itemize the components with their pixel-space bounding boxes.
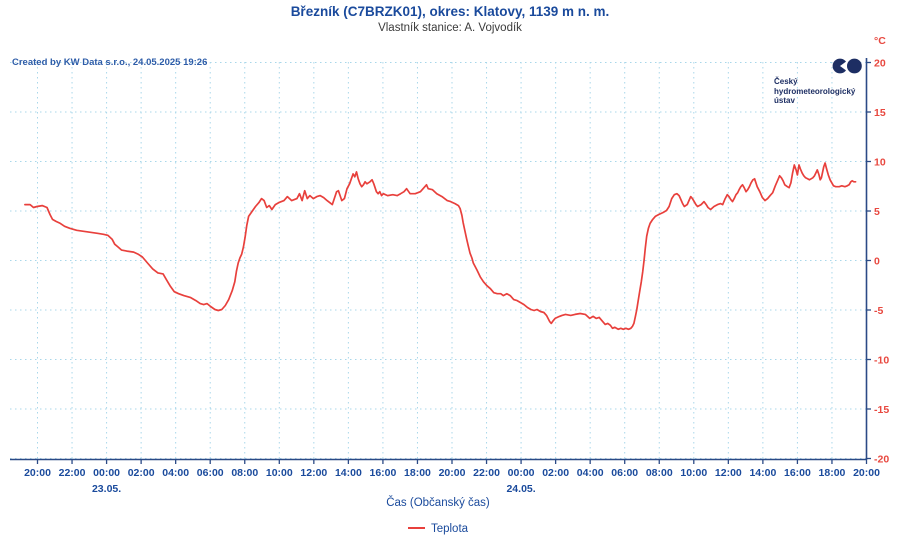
x-tick-label: 04:00: [162, 467, 189, 479]
chmi-logo-text-line3: ústav: [774, 96, 795, 105]
x-tick-label: 20:00: [439, 467, 466, 479]
x-tick-label: 16:00: [369, 467, 396, 479]
y-tick-label: -15: [874, 404, 889, 416]
x-tick-label: 06:00: [611, 467, 638, 479]
x-tick-label: 12:00: [715, 467, 742, 479]
y-tick-label: 0: [874, 255, 880, 267]
legend-line-sample: [407, 526, 425, 529]
x-tick-label: 02:00: [128, 467, 155, 479]
x-tick-label: 16:00: [784, 467, 811, 479]
x-tick-label: 00:00: [93, 467, 120, 479]
y-tick-label: -10: [874, 354, 889, 366]
x-date-label: 24.05.: [506, 483, 535, 495]
x-tick-label: 22:00: [473, 467, 500, 479]
temperature-line: [24, 162, 857, 331]
x-axis-title: Čas (Občanský čas): [386, 497, 490, 509]
x-tick-label: 20:00: [24, 467, 51, 479]
x-tick-label: 22:00: [59, 467, 86, 479]
y-tick-label: 15: [874, 107, 886, 119]
chmi-logo-text-line1: Český: [774, 77, 798, 86]
chmi-logo: Český hydrometeorologický ústav: [774, 58, 884, 106]
page-title: Březník (C7BRZK01), okres: Klatovy, 1139…: [290, 4, 610, 19]
chmi-logo-text-line2: hydrometeorologický: [774, 86, 856, 96]
x-tick-label: 02:00: [542, 467, 569, 479]
page-subtitle: Vlastník stanice: A. Vojvodík: [378, 22, 522, 34]
x-tick-label: 00:00: [508, 467, 535, 479]
x-tick-label: 08:00: [231, 467, 258, 479]
y-tick-label: 5: [874, 206, 880, 218]
x-tick-label: 18:00: [404, 467, 431, 479]
y-tick-label: 10: [874, 156, 886, 168]
y-tick-label: 20: [874, 57, 886, 69]
x-tick-label: 12:00: [300, 467, 327, 479]
x-tick-label: 20:00: [853, 467, 880, 479]
x-tick-label: 04:00: [577, 467, 604, 479]
legend-series-label: Teplota: [430, 523, 469, 535]
x-tick-label: 14:00: [749, 467, 776, 479]
x-date-label: 23.05.: [92, 483, 121, 495]
created-by-watermark: Created by KW Data s.r.o., 24.05.2025 19…: [12, 57, 208, 68]
y-tick-label: -20: [874, 453, 889, 465]
x-tick-label: 18:00: [819, 467, 846, 479]
chmi-logo-icon: [832, 58, 862, 74]
chart-legend: Teplota: [0, 523, 876, 535]
chmi-logo-text: Český hydrometeorologický ústav: [774, 77, 884, 106]
x-tick-label: 14:00: [335, 467, 362, 479]
y-tick-label: -5: [874, 305, 883, 317]
x-tick-label: 08:00: [646, 467, 673, 479]
x-tick-label: 06:00: [197, 467, 224, 479]
x-tick-label: 10:00: [680, 467, 707, 479]
y-axis-unit-label: °C: [874, 35, 886, 47]
x-tick-label: 10:00: [266, 467, 293, 479]
